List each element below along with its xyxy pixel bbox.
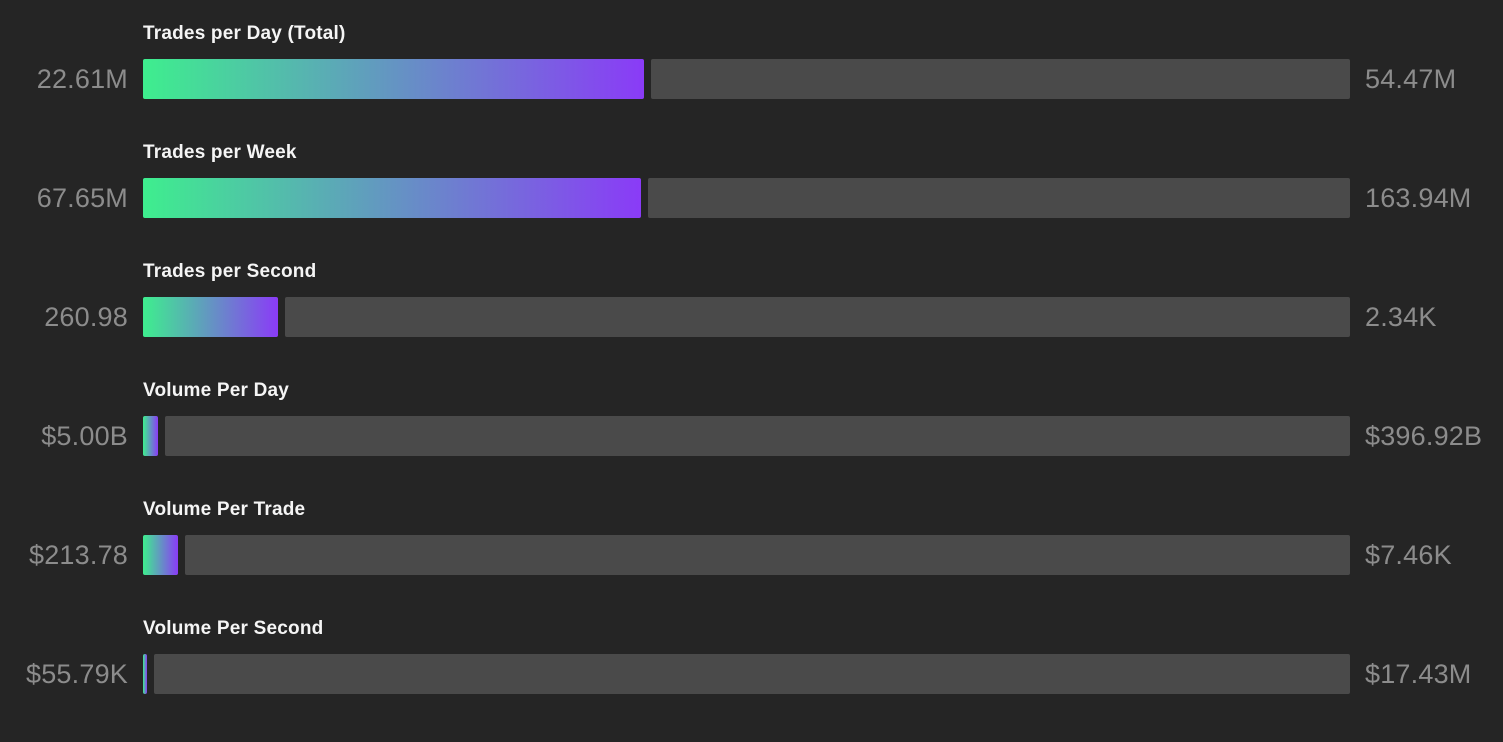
stat-row-volume-per-second: $55.79K Volume Per Second $17.43M — [0, 617, 1503, 694]
gauge-bar-fill — [143, 297, 278, 337]
stat-max-value: 163.94M — [1365, 183, 1472, 213]
stat-current-value: 22.61M — [36, 64, 128, 94]
gauge-bar-fill — [143, 178, 642, 218]
stat-row-trades-per-week: 67.65M Trades per Week 163.94M — [0, 141, 1503, 218]
stat-title: Volume Per Day — [143, 380, 290, 401]
stat-title: Volume Per Trade — [143, 499, 306, 520]
gauge-bar-track — [153, 654, 1350, 694]
stat-current-value: $55.79K — [26, 659, 128, 689]
stat-title: Volume Per Second — [143, 618, 324, 639]
stat-gauge: Trades per Day (Total) — [143, 22, 1350, 99]
gauge-bar-fill — [143, 654, 147, 694]
trading-stats-dashboard: 22.61M Trades per Day (Total) 54.47M 67.… — [0, 22, 1503, 694]
gauge-bar-fill — [143, 416, 159, 456]
stat-max-value: $396.92B — [1365, 421, 1483, 451]
gauge-bar-track — [184, 535, 1350, 575]
stat-max-value: 2.34K — [1365, 302, 1437, 332]
gauge-bar — [143, 654, 1350, 694]
stat-max-value: 54.47M — [1365, 64, 1457, 94]
stat-gauge: Trades per Second — [143, 260, 1350, 337]
stat-row-volume-per-trade: $213.78 Volume Per Trade $7.46K — [0, 498, 1503, 575]
gauge-bar — [143, 59, 1350, 99]
gauge-bar — [143, 178, 1350, 218]
stat-title: Trades per Week — [143, 142, 297, 163]
gauge-bar — [143, 535, 1350, 575]
gauge-bar-track — [648, 178, 1350, 218]
stat-current-value: 260.98 — [44, 302, 128, 332]
stat-row-trades-per-day: 22.61M Trades per Day (Total) 54.47M — [0, 22, 1503, 99]
stat-title: Trades per Second — [143, 261, 317, 282]
stat-max-value: $7.46K — [1365, 540, 1452, 570]
gauge-bar-track — [165, 416, 1350, 456]
gauge-bar — [143, 416, 1350, 456]
gauge-bar-track — [651, 59, 1350, 99]
gauge-bar-fill — [143, 535, 178, 575]
stat-gauge: Trades per Week — [143, 141, 1350, 218]
stat-max-value: $17.43M — [1365, 659, 1472, 689]
stat-gauge: Volume Per Day — [143, 379, 1350, 456]
gauge-bar-track — [284, 297, 1350, 337]
gauge-bar-fill — [143, 59, 644, 99]
gauge-bar — [143, 297, 1350, 337]
stat-gauge: Volume Per Second — [143, 617, 1350, 694]
stat-row-volume-per-day: $5.00B Volume Per Day $396.92B — [0, 379, 1503, 456]
stat-current-value: $213.78 — [29, 540, 128, 570]
stat-current-value: $5.00B — [41, 421, 128, 451]
stat-row-trades-per-second: 260.98 Trades per Second 2.34K — [0, 260, 1503, 337]
stat-gauge: Volume Per Trade — [143, 498, 1350, 575]
stat-current-value: 67.65M — [36, 183, 128, 213]
stat-title: Trades per Day (Total) — [143, 23, 346, 44]
